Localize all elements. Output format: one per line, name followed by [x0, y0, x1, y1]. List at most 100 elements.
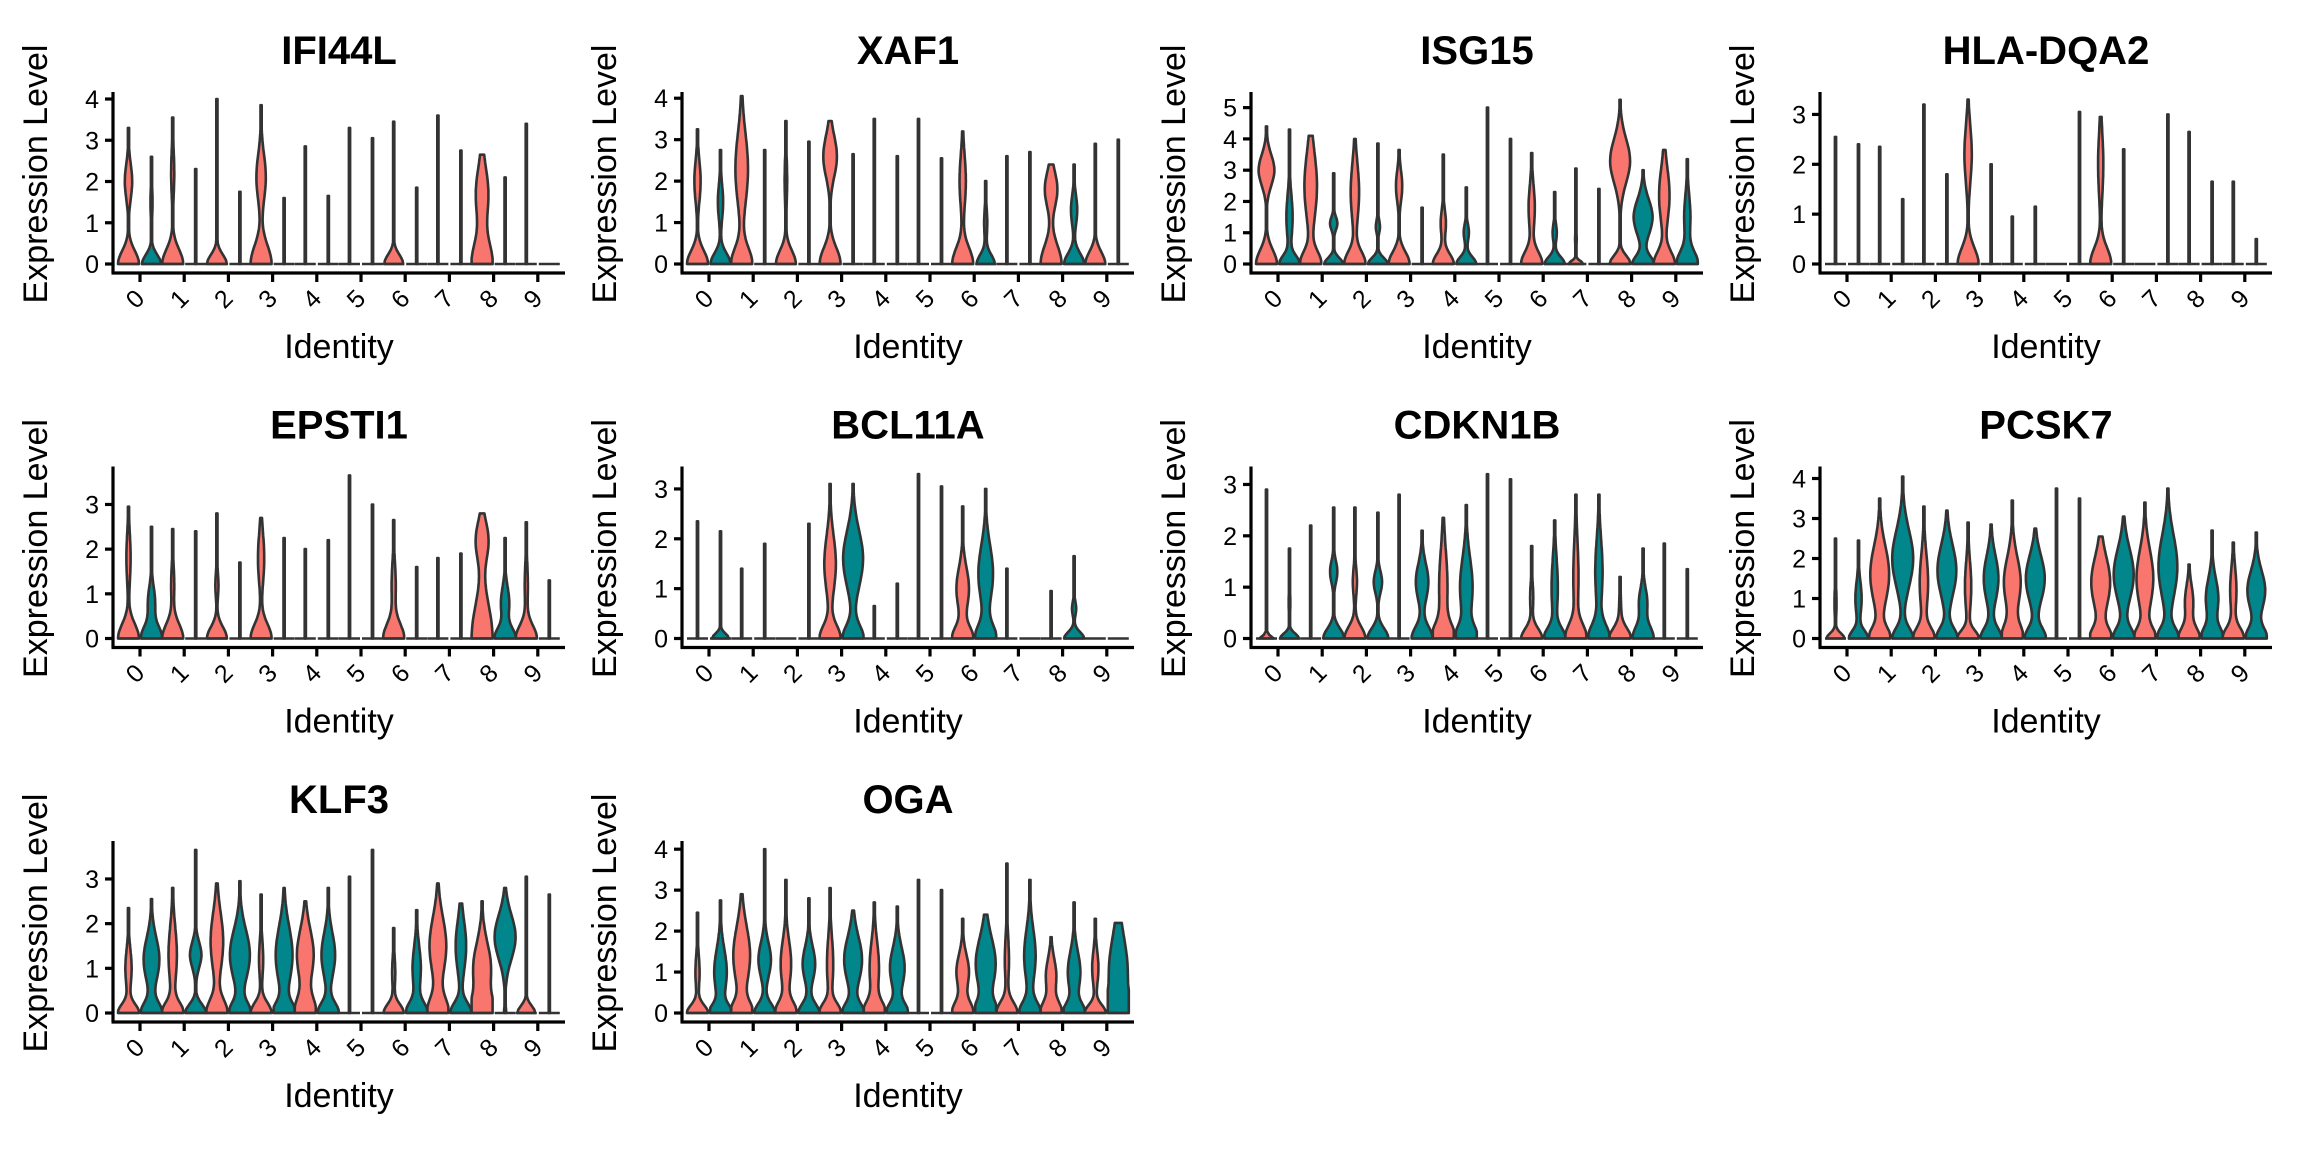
x-tick-label: 1	[734, 284, 764, 314]
violin-B-cat-3	[272, 886, 296, 1015]
x-tick-label: 2	[1347, 284, 1377, 314]
violin-B-cat-6	[1543, 190, 1566, 266]
x-tick-label: 9	[2225, 659, 2255, 689]
violin-B-cat-7	[1018, 878, 1042, 1015]
x-tick-label: 8	[474, 284, 504, 314]
violin-A-cat-5	[916, 472, 921, 640]
x-tick-label: 0	[1828, 284, 1858, 314]
y-tick-label: 0	[654, 1000, 668, 1028]
violin-B-cat-7	[1587, 493, 1611, 640]
violin-B-cat-9	[547, 579, 552, 640]
violin-B-cat-9	[1106, 921, 1131, 1015]
violin-A-cat-6	[381, 518, 406, 640]
x-tick-label: 1	[165, 284, 195, 314]
violin-A-cat-1	[1298, 134, 1323, 266]
x-tick-label: 2	[778, 284, 808, 314]
violin-B-cat-3	[282, 196, 286, 266]
violin-B-cat-6	[414, 565, 419, 640]
violin-B-cat-4	[316, 886, 341, 1015]
x-tick-label: 1	[165, 659, 195, 689]
violin-A-cat-9	[516, 875, 537, 1015]
y-tick-label: 2	[85, 911, 99, 939]
violin-B-cat-1	[1322, 172, 1345, 266]
violin-A-cat-5	[347, 875, 352, 1015]
violin-B-cat-8	[1631, 168, 1655, 266]
violin-A-cat-7	[1564, 493, 1588, 640]
x-axis-label: Identity	[1991, 328, 2101, 366]
violin-A-cat-0	[116, 505, 141, 640]
x-tick-label: 3	[1391, 659, 1421, 689]
violin-A-cat-1	[160, 527, 185, 640]
violin-A-cat-2	[1922, 103, 1926, 266]
violin-A-cat-0	[1257, 488, 1276, 640]
x-tick-label: 8	[474, 659, 504, 689]
violin-B-cat-8	[1062, 163, 1086, 266]
x-tick-label: 2	[209, 659, 239, 689]
violin-B-cat-0	[1277, 128, 1302, 266]
y-tick-label: 0	[1223, 251, 1237, 279]
x-tick-label: 9	[2225, 284, 2255, 314]
panel-title: IFI44L	[281, 29, 397, 73]
violin-A-cat-5	[2054, 487, 2059, 640]
violin-B-cat-5	[939, 157, 944, 266]
y-tick-label: 2	[1792, 546, 1806, 574]
x-tick-label: 0	[121, 659, 151, 689]
x-tick-label: 7	[999, 1033, 1029, 1063]
violin-B-cat-3	[841, 482, 865, 640]
violin-B-cat-0	[1278, 547, 1301, 640]
violin-A-cat-8	[2177, 563, 2201, 640]
y-tick-label: 2	[654, 526, 668, 554]
y-axis-label: Expression Level	[17, 794, 55, 1053]
y-tick-label: 2	[1223, 188, 1237, 216]
violin-B-cat-2	[1945, 173, 1949, 266]
violin-B-cat-1	[752, 847, 777, 1015]
violin-B-cat-9	[1685, 567, 1690, 640]
violin-A-cat-9	[514, 521, 539, 640]
violin-A-cat-7	[1567, 167, 1585, 266]
panel-title: KLF3	[289, 778, 389, 822]
y-tick-label: 3	[85, 491, 99, 519]
violin-B-cat-7	[459, 552, 463, 640]
x-tick-label: 4	[2004, 284, 2034, 314]
y-tick-label: 2	[1792, 151, 1806, 179]
panel-title: ISG15	[1420, 29, 1533, 73]
x-tick-label: 4	[866, 284, 896, 314]
y-axis-label: Expression Level	[17, 45, 55, 304]
violin-A-cat-3	[249, 516, 273, 640]
violin-B-cat-0	[1847, 539, 1870, 640]
y-tick-label: 3	[85, 127, 99, 155]
x-tick-label: 6	[955, 659, 985, 689]
y-tick-label: 1	[85, 210, 99, 238]
violin-B-cat-9	[547, 893, 552, 1015]
y-axis-label: Expression Level	[1724, 45, 1762, 304]
y-tick-label: 1	[85, 581, 99, 609]
violin-A-cat-7	[426, 882, 450, 1015]
x-tick-label: 6	[386, 659, 416, 689]
violin-A-cat-8	[1039, 163, 1063, 266]
violin-A-cat-8	[1608, 98, 1632, 266]
violin-A-cat-8	[2187, 130, 2191, 266]
x-tick-label: 8	[2181, 659, 2211, 689]
violin-B-cat-6	[414, 186, 419, 266]
violin-B-cat-5	[2077, 497, 2082, 640]
violin-A-cat-5	[347, 126, 352, 266]
violin-B-cat-5	[1508, 478, 1513, 640]
violin-A-cat-1	[1308, 524, 1313, 640]
x-tick-label: 7	[999, 659, 1029, 689]
x-tick-label: 6	[2093, 284, 2123, 314]
x-tick-label: 5	[911, 1033, 941, 1063]
violin-B-cat-5	[939, 485, 944, 640]
violin-A-cat-0	[116, 906, 141, 1015]
x-tick-label: 1	[1872, 284, 1902, 314]
x-tick-label: 6	[2093, 659, 2123, 689]
violin-B-cat-4	[1454, 503, 1479, 640]
violin-A-cat-6	[382, 926, 405, 1015]
x-tick-label: 3	[253, 659, 283, 689]
violin-B-cat-6	[973, 913, 998, 1015]
x-tick-label: 6	[386, 284, 416, 314]
panel-title: EPSTI1	[270, 404, 408, 448]
y-tick-label: 4	[654, 836, 668, 864]
